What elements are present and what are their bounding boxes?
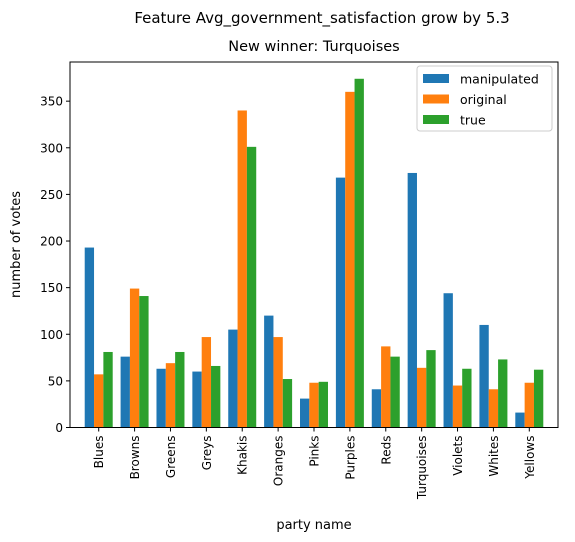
bar-true-violets [462, 368, 472, 428]
bar-true-greys [211, 365, 221, 428]
x-tick-label: Yellows [523, 436, 537, 480]
bar-true-oranges [282, 379, 293, 428]
bar-original-greys [201, 337, 212, 428]
bar-manipulated-greens [156, 368, 166, 428]
bar-original-reds [381, 346, 391, 428]
chart-suptitle: Feature Avg_government_satisfaction grow… [134, 9, 509, 28]
x-tick-label: Turquoises [415, 436, 429, 501]
legend-box [416, 65, 553, 132]
y-axis: 0 50 100 150 200 250 300 350 [40, 95, 70, 435]
x-tick-label: Whites [487, 436, 501, 477]
x-tick-label: Pinks [308, 436, 322, 467]
legend: manipulated original true [416, 65, 553, 132]
y-tick-label: 0 [55, 421, 63, 435]
bars-group [84, 78, 544, 428]
bar-manipulated-violets [443, 293, 453, 428]
chart-title: New winner: Turquoises [228, 39, 400, 55]
bar-true-reds [390, 356, 400, 428]
y-tick-label: 50 [48, 374, 63, 388]
x-tick-label: Oranges [272, 436, 286, 487]
x-axis: Blues Browns Greens Greys Khakis Oranges Pinks… [92, 427, 537, 501]
x-tick-label: Greys [200, 436, 214, 471]
x-tick-label: Violets [451, 436, 465, 476]
x-tick-label: Browns [128, 436, 142, 480]
bar-original-browns [129, 288, 140, 428]
x-axis-label: party name [276, 518, 351, 533]
bar-manipulated-yellows [515, 412, 525, 428]
legend-swatch-original [423, 94, 449, 104]
x-tick-label: Greens [164, 436, 178, 479]
bar-manipulated-khakis [228, 329, 238, 428]
bar-original-pinks [309, 382, 319, 428]
x-tick-label: Purples [343, 436, 357, 480]
bar-manipulated-oranges [264, 315, 274, 428]
y-tick-label: 250 [40, 188, 63, 202]
bar-original-blues [94, 374, 104, 428]
bar-true-pinks [318, 381, 328, 428]
bar-original-purples [345, 91, 355, 428]
bar-manipulated-blues [84, 247, 95, 428]
y-axis-label: number of votes [9, 191, 24, 298]
bar-original-greens [165, 363, 176, 428]
y-tick-label: 350 [40, 95, 63, 109]
legend-swatch-true [423, 115, 449, 124]
bar-manipulated-greys [192, 371, 202, 428]
y-tick-label: 200 [40, 235, 63, 249]
legend-label-manipulated: manipulated [460, 72, 539, 87]
bar-true-turquoises [426, 350, 436, 428]
bar-original-violets [452, 385, 463, 428]
bar-true-browns [139, 296, 149, 428]
bar-manipulated-browns [120, 356, 130, 428]
bar-true-greens [175, 351, 185, 428]
bar-true-purples [354, 78, 364, 428]
bar-original-khakis [237, 110, 247, 428]
bar-original-turquoises [416, 367, 427, 428]
legend-label-original: original [460, 92, 507, 107]
legend-label-true: true [460, 113, 486, 128]
bar-manipulated-reds [371, 389, 382, 428]
bar-manipulated-pinks [300, 398, 310, 428]
bar-manipulated-turquoises [407, 172, 417, 428]
bar-original-oranges [273, 337, 283, 428]
bar-true-whites [498, 359, 508, 428]
bar-manipulated-purples [335, 177, 346, 428]
x-tick-label: Khakis [236, 436, 250, 475]
bar-manipulated-whites [479, 324, 489, 428]
bar-original-whites [488, 389, 499, 428]
bar-original-yellows [524, 382, 534, 428]
legend-swatch-manipulated [423, 74, 449, 83]
y-tick-label: 150 [40, 281, 63, 295]
bar-true-yellows [533, 369, 544, 428]
x-tick-label: Blues [92, 436, 106, 469]
bar-true-blues [103, 351, 113, 428]
y-tick-label: 100 [40, 328, 63, 342]
x-tick-label: Reds [379, 436, 393, 465]
y-tick-label: 300 [40, 141, 63, 155]
bar-true-khakis [246, 146, 257, 428]
